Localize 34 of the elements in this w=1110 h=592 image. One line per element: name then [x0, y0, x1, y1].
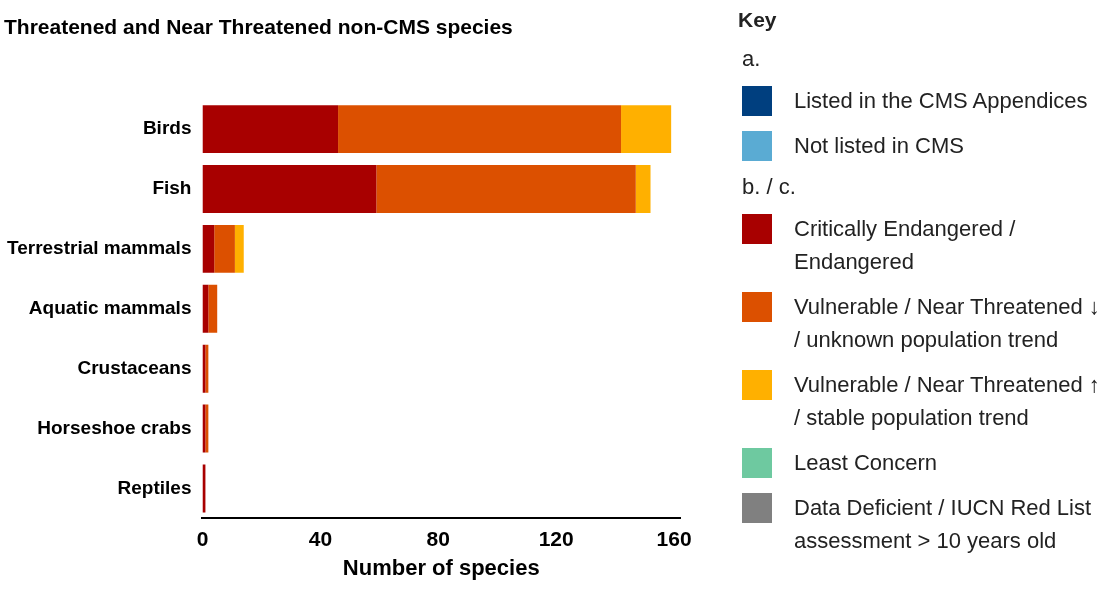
y-tick-label: Horseshoe crabs	[37, 416, 192, 438]
bar	[376, 165, 636, 213]
bar	[202, 105, 339, 154]
bar	[208, 284, 218, 333]
x-tick-label: 0	[196, 526, 209, 550]
chart-title: Threatened and Near Threatened non-CMS species	[4, 15, 513, 39]
bar	[214, 224, 235, 273]
y-tick-label: Birds	[142, 117, 192, 139]
legend-label: Vulnerable / Near Threatened ↑ / stable population trend	[794, 371, 1101, 432]
x-tick-label: 160	[656, 526, 692, 550]
bar	[621, 105, 672, 154]
y-tick-label: Crustaceans	[77, 356, 192, 378]
x-tick-label: 40	[308, 526, 333, 550]
bar	[338, 105, 622, 154]
legend-label: Vulnerable / Near Threatened ↓ / unknown population trend	[794, 293, 1101, 354]
x-tick-label: 80	[426, 526, 450, 550]
legend-label: Listed in the CMS Appendices	[794, 87, 1089, 115]
legend-title: Key	[738, 8, 778, 32]
bar	[234, 224, 244, 273]
y-tick-label: Reptiles	[117, 476, 192, 498]
x-axis-title: Number of species	[342, 554, 540, 580]
y-tick-label: Fish	[152, 177, 192, 199]
legend-label: Critically Endangered / Endangered	[794, 215, 1017, 276]
legend-label: Not listed in CMS	[794, 132, 965, 160]
x-tick-label: 120	[538, 526, 574, 550]
bar	[635, 165, 651, 213]
bar	[202, 165, 377, 213]
legend-label: Data Deficient / IUCN Red List assessment > 10 years old	[794, 494, 1093, 555]
text: b. / c.	[742, 174, 797, 200]
bar	[202, 224, 215, 273]
y-tick-label: Aquatic mammals	[28, 297, 192, 319]
legend-label: Least Concern	[794, 449, 939, 477]
text: a.	[742, 46, 762, 72]
y-tick-label: Terrestrial mammals	[6, 237, 192, 259]
